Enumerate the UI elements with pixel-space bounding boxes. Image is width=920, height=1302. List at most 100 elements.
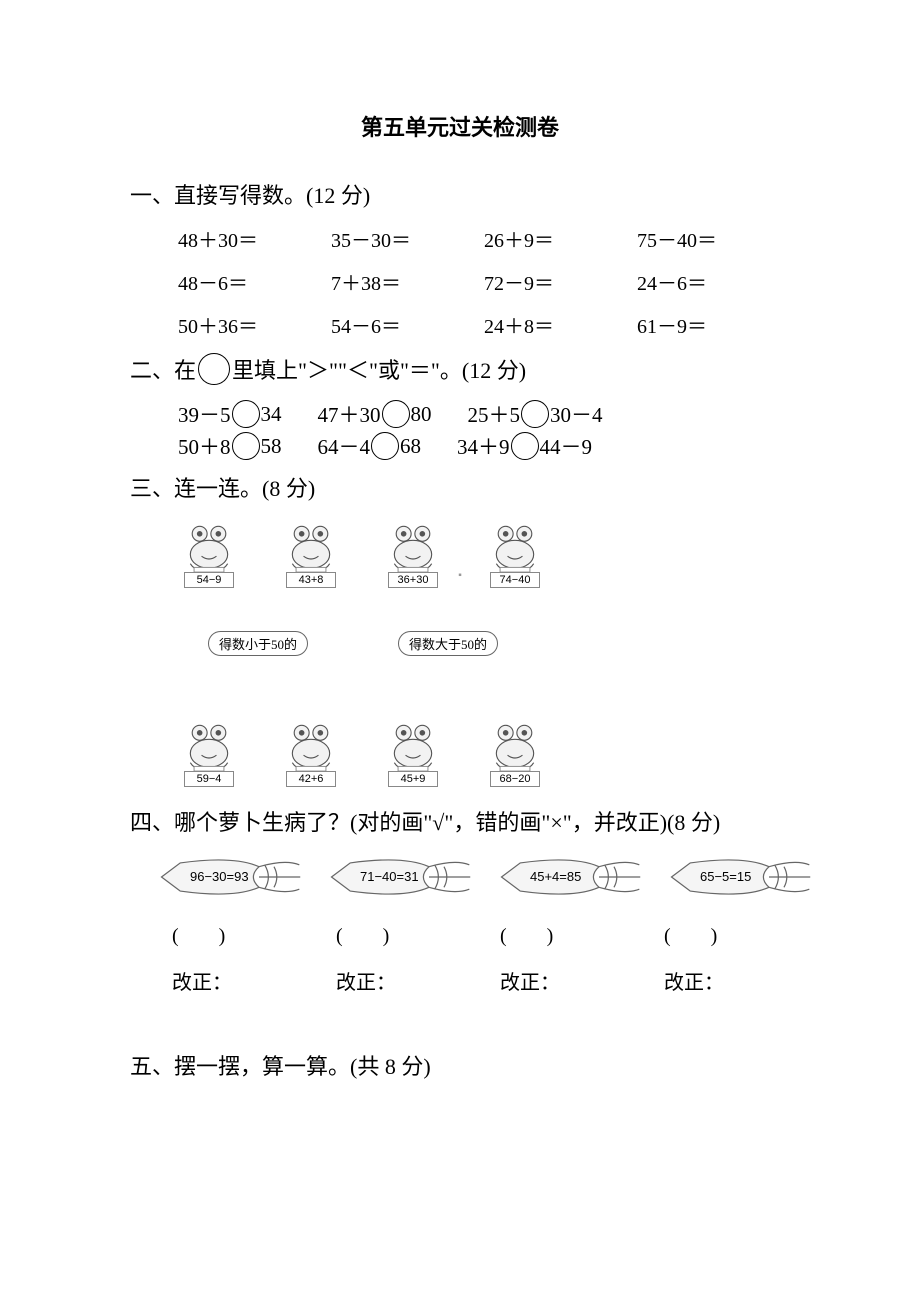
heading-prefix: 二、在: [130, 353, 196, 385]
equation: 61－9＝: [637, 310, 790, 339]
blank-circle-icon: [232, 432, 260, 460]
blank-circle-icon: [511, 432, 539, 460]
compare-row: 50＋8 58 64－4 68 34＋9 44－9: [178, 431, 790, 461]
blank-circle-icon: [521, 400, 549, 428]
equation: 7＋38＝: [331, 267, 484, 296]
compare-item: 25＋5 30－4: [468, 399, 603, 429]
section-5-heading: 五、摆一摆，算一算。(共 8 分): [130, 1049, 790, 1081]
equation: 24－6＝: [637, 267, 790, 296]
radish-equation: 96−30=93: [190, 869, 249, 884]
compare-left: 39－5: [178, 399, 231, 429]
frog-label: 74−40: [490, 572, 540, 588]
radish-item: 65−5=15: [664, 853, 814, 901]
worksheet-page: 第五单元过关检测卷 一、直接写得数。(12 分) 48＋30＝ 35－30＝ 2…: [0, 0, 920, 1302]
compare-right: 44－9: [540, 431, 593, 461]
radish-row: 96−30=93 71−40=31 45+4=85 65−5=15: [154, 853, 790, 901]
radish-item: 71−40=31: [324, 853, 474, 901]
compare-right: 58: [261, 434, 282, 459]
compare-row: 39－5 34 47＋30 80 25＋5 30－4: [178, 399, 790, 429]
equation: 72－9＝: [484, 267, 637, 296]
frog-icon: [283, 517, 339, 573]
compare-right: 68: [400, 434, 421, 459]
compare-right: 80: [411, 402, 432, 427]
frog-item: 68−20: [484, 716, 546, 787]
frog-bottom-row: 59−4 42+6 45+9 68−20: [178, 716, 790, 787]
paren-blank: ( ): [646, 919, 790, 948]
bubble-row: 得数小于50的 得数大于50的: [208, 631, 790, 656]
section-1-heading: 一、直接写得数。(12 分): [130, 178, 790, 210]
correct-label: 改正：: [154, 966, 298, 995]
paren-blank: ( ): [318, 919, 462, 948]
equation: 75－40＝: [637, 224, 790, 253]
frog-label: 54−9: [184, 572, 234, 588]
frog-label: 45+9: [388, 771, 438, 787]
compare-left: 25＋5: [468, 399, 521, 429]
frog-icon: [385, 517, 441, 573]
eq-row: 48－6＝ 7＋38＝ 72－9＝ 24－6＝: [178, 267, 790, 296]
section-4-heading: 四、哪个萝卜生病了？(对的画"√"，错的画"×"，并改正)(8 分): [130, 805, 790, 837]
compare-item: 50＋8 58: [178, 431, 282, 461]
correct-row: 改正： 改正： 改正： 改正：: [154, 966, 790, 995]
frog-item: 36+30: [382, 517, 444, 588]
compare-left: 47＋30: [318, 399, 381, 429]
bubble-label: 得数小于50的: [208, 631, 308, 656]
equation: 54－6＝: [331, 310, 484, 339]
bubble-label: 得数大于50的: [398, 631, 498, 656]
frog-item: 54−9: [178, 517, 240, 588]
frog-label: 59−4: [184, 771, 234, 787]
frog-icon: [181, 716, 237, 772]
radish-equation: 71−40=31: [360, 869, 419, 884]
equation: 50＋36＝: [178, 310, 331, 339]
compare-grid: 39－5 34 47＋30 80 25＋5 30－4 50＋8 58: [178, 399, 790, 461]
frog-item: 59−4: [178, 716, 240, 787]
compare-item: 64－4 68: [318, 431, 422, 461]
page-title: 第五单元过关检测卷: [130, 110, 790, 142]
blank-circle-icon: [232, 400, 260, 428]
paren-blank: ( ): [154, 919, 298, 948]
correct-label: 改正：: [482, 966, 626, 995]
eq-row: 48＋30＝ 35－30＝ 26＋9＝ 75－40＝: [178, 224, 790, 253]
frog-item: 74−40: [484, 517, 546, 588]
radish-equation: 45+4=85: [530, 869, 581, 884]
blank-circle-icon: [371, 432, 399, 460]
frog-label: 43+8: [286, 572, 336, 588]
equation: 26＋9＝: [484, 224, 637, 253]
compare-item: 47＋30 80: [318, 399, 432, 429]
equation: 48－6＝: [178, 267, 331, 296]
paren-blank: ( ): [482, 919, 626, 948]
compare-right: 30－4: [550, 399, 603, 429]
frog-label: 36+30: [388, 572, 438, 588]
compare-right: 34: [261, 402, 282, 427]
correct-label: 改正：: [646, 966, 790, 995]
compare-item: 39－5 34: [178, 399, 282, 429]
correct-label: 改正：: [318, 966, 462, 995]
compare-left: 64－4: [318, 431, 371, 461]
frog-icon: [181, 517, 237, 573]
frog-label: 42+6: [286, 771, 336, 787]
radish-item: 96−30=93: [154, 853, 304, 901]
frog-icon: [385, 716, 441, 772]
paren-row: ( ) ( ) ( ) ( ): [154, 919, 790, 948]
eq-row: 50＋36＝ 54－6＝ 24＋8＝ 61－9＝: [178, 310, 790, 339]
radish-item: 45+4=85: [494, 853, 644, 901]
heading-suffix: 里填上"＞""＜"或"＝"。(12 分): [232, 353, 526, 385]
compare-left: 34＋9: [457, 431, 510, 461]
blank-circle-icon: [198, 353, 230, 385]
radish-equation: 65−5=15: [700, 869, 751, 884]
frog-item: 43+8: [280, 517, 342, 588]
compare-left: 50＋8: [178, 431, 231, 461]
frog-icon: [487, 716, 543, 772]
frog-label: 68−20: [490, 771, 540, 787]
blank-circle-icon: [382, 400, 410, 428]
section-2-heading: 二、在 里填上"＞""＜"或"＝"。(12 分): [130, 353, 790, 385]
equation: 48＋30＝: [178, 224, 331, 253]
frog-item: 42+6: [280, 716, 342, 787]
equation: 24＋8＝: [484, 310, 637, 339]
compare-item: 34＋9 44－9: [457, 431, 592, 461]
equation: 35－30＝: [331, 224, 484, 253]
section-3-heading: 三、连一连。(8 分): [130, 471, 790, 503]
frog-icon: [487, 517, 543, 573]
equation-grid: 48＋30＝ 35－30＝ 26＋9＝ 75－40＝ 48－6＝ 7＋38＝ 7…: [178, 224, 790, 339]
frog-icon: [283, 716, 339, 772]
frog-item: 45+9: [382, 716, 444, 787]
